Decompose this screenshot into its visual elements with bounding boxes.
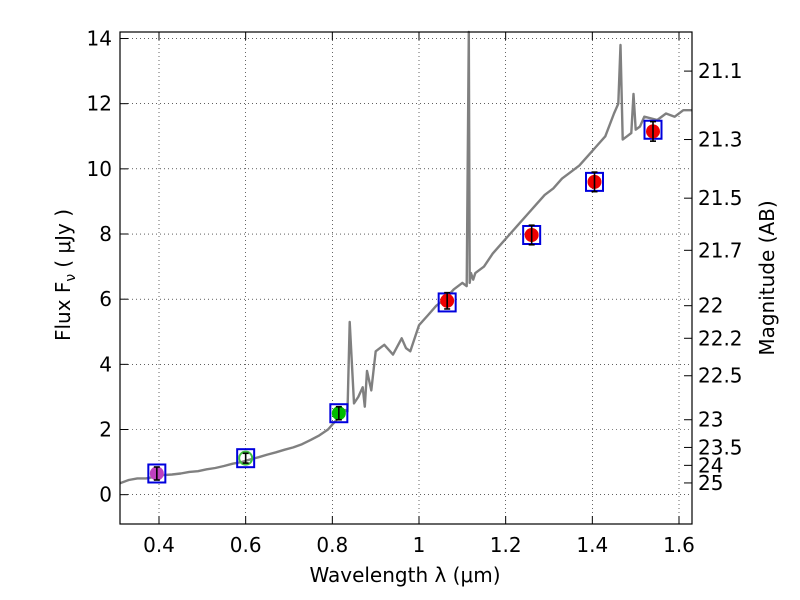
y-axis-label-left: Flux Fν ( μJy ) xyxy=(51,209,79,341)
x-tick-label: 1 xyxy=(413,533,426,557)
right-tick-label: 22.5 xyxy=(698,364,743,388)
photometry-points-layer xyxy=(147,119,663,484)
model-spectrum-layer xyxy=(119,30,692,485)
flux-marker xyxy=(238,450,254,466)
photometry-point xyxy=(329,403,349,424)
x-tick-label: 1.2 xyxy=(490,533,522,557)
x-axis-ticks: 0.4 0.6 0.8 1 1.2 1.4 1.6 xyxy=(143,32,695,557)
y-tick-label: 12 xyxy=(87,92,112,116)
y-tick-label: 2 xyxy=(99,418,112,442)
y-axis-label-right: Magnitude (AB) xyxy=(755,200,779,355)
right-tick-label: 23.5 xyxy=(698,435,743,459)
model-flux-box xyxy=(236,448,256,469)
photometry-point xyxy=(437,291,457,313)
model-flux-box xyxy=(147,463,167,484)
photometry-point xyxy=(236,448,256,469)
right-tick-label: 21.7 xyxy=(698,238,743,262)
x-axis-label: Wavelength λ (μm) xyxy=(309,563,500,587)
right-tick-label: 24 xyxy=(698,453,723,477)
x-tick-label: 1.4 xyxy=(576,533,608,557)
right-tick-label: 21.5 xyxy=(698,186,743,210)
model-spectrum-line xyxy=(119,30,692,485)
y-tick-label: 4 xyxy=(99,352,112,376)
right-tick-label: 22.2 xyxy=(698,326,743,350)
right-tick-label: 23 xyxy=(698,408,723,432)
grid-lines xyxy=(120,32,692,524)
x-tick-label: 0.8 xyxy=(316,533,348,557)
model-flux-box xyxy=(329,403,349,424)
y-axis-label-unit: ( μJy ) xyxy=(51,209,75,268)
y-tick-label: 8 xyxy=(99,222,112,246)
x-tick-label: 0.6 xyxy=(230,533,262,557)
right-tick-label: 25 xyxy=(698,471,723,495)
photometry-point xyxy=(522,224,542,246)
plot-frame xyxy=(119,31,693,525)
x-tick-label: 0.4 xyxy=(143,533,175,557)
right-tick-label: 21.3 xyxy=(698,128,743,152)
x-tick-label: 1.6 xyxy=(663,533,695,557)
right-tick-label: 21.1 xyxy=(698,59,743,83)
y-axis-ticks: 0 2 4 6 8 10 12 14 xyxy=(87,27,128,507)
y-axis-label-sub: ν xyxy=(63,274,79,282)
right-tick-label: 22 xyxy=(698,294,723,318)
photometry-point xyxy=(147,463,167,484)
photometry-point xyxy=(643,119,663,142)
y-axis-label-main: Flux F xyxy=(51,282,75,341)
y-tick-label: 14 xyxy=(87,27,112,51)
photometry-point xyxy=(585,171,604,193)
y-tick-label: 6 xyxy=(99,287,112,311)
y-tick-label: 10 xyxy=(87,157,112,181)
y-tick-label: 0 xyxy=(99,483,112,507)
